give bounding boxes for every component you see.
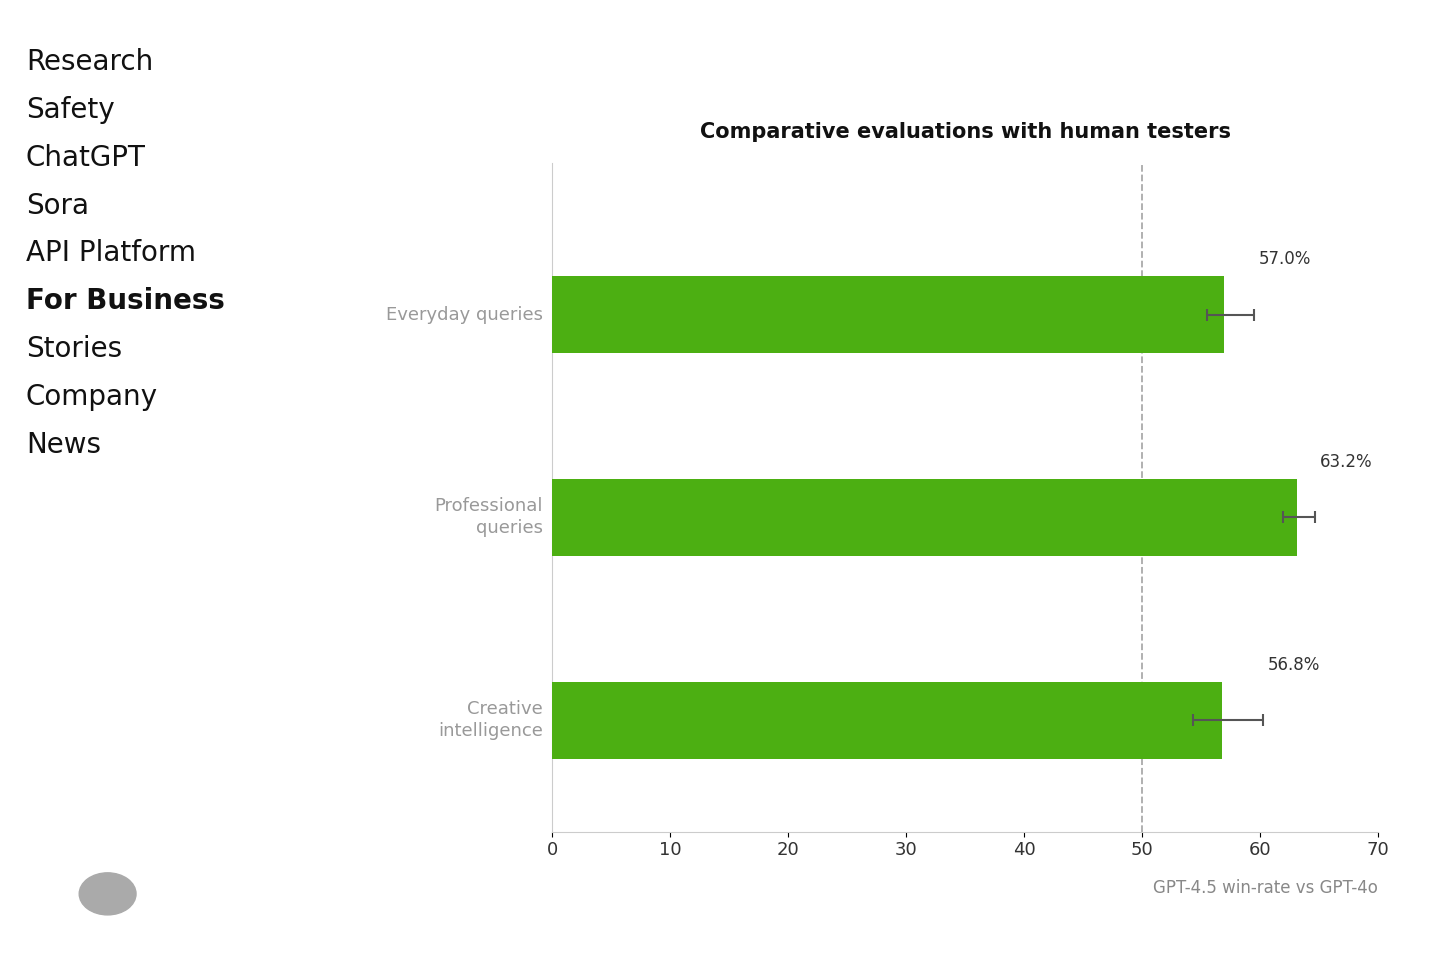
Text: 63.2%: 63.2% [1320,453,1372,470]
Text: Company: Company [26,382,158,411]
Text: Research: Research [26,48,154,76]
Text: 57.0%: 57.0% [1258,250,1312,268]
Text: Safety: Safety [26,96,115,124]
Text: News: News [26,430,100,459]
Text: Creative
intelligence: Creative intelligence [438,700,542,740]
Text: Professional
queries: Professional queries [435,497,542,537]
X-axis label: GPT-4.5 win-rate vs GPT-4o: GPT-4.5 win-rate vs GPT-4o [1152,879,1378,897]
Text: Stories: Stories [26,335,122,363]
Bar [552,682,1223,759]
Text: Sora: Sora [26,191,89,220]
Bar [552,479,1297,556]
Title: Comparative evaluations with human testers: Comparative evaluations with human teste… [699,121,1231,141]
Text: 56.8%: 56.8% [1269,656,1320,674]
Text: For Business: For Business [26,287,225,315]
Text: API Platform: API Platform [26,239,195,268]
Bar [552,276,1224,353]
Text: ChatGPT: ChatGPT [26,143,146,172]
Text: Everyday queries: Everyday queries [386,306,542,324]
